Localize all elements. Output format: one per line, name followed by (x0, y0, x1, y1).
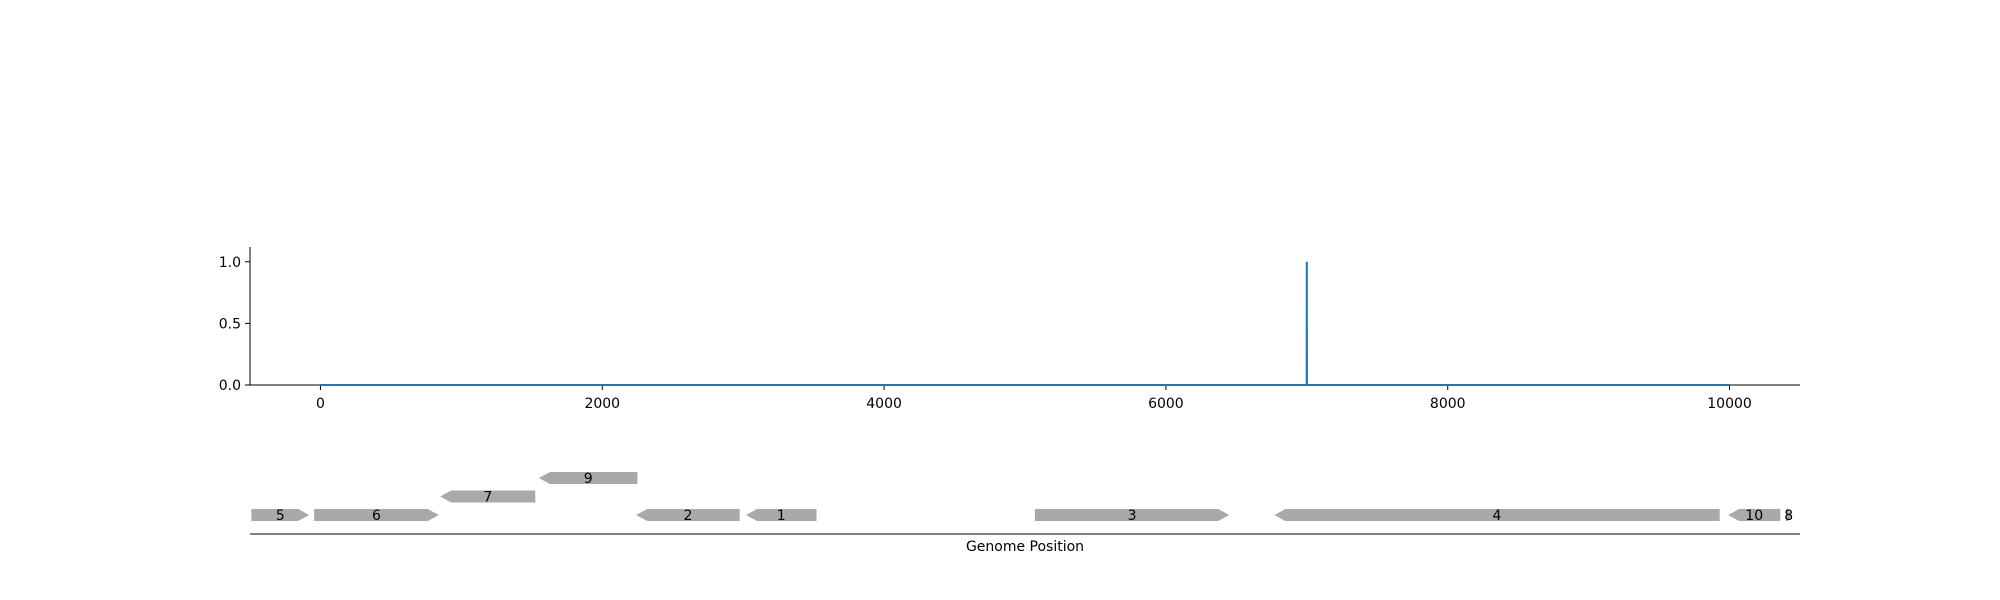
gene-label: 7 (483, 490, 492, 506)
gene-label: 9 (584, 471, 593, 487)
gene-feature: 10 (1728, 508, 1781, 524)
gene-feature: 9 (538, 471, 638, 487)
x-tick-label: 0 (316, 396, 325, 412)
x-tick-label: 4000 (866, 396, 902, 412)
gene-arrow (636, 509, 740, 521)
gene-feature: 4 (1274, 508, 1720, 524)
gene-arrow (314, 509, 439, 521)
y-axis-ticks: 0.0 0.5 1.0 (219, 255, 250, 394)
x-axis-ticks: 0 2000 4000 6000 8000 10000 (316, 385, 1752, 412)
gene-label: 1 (777, 508, 786, 524)
gene-arrow (1274, 509, 1720, 521)
gene-feature: 2 (636, 508, 740, 524)
coverage-series (320, 261, 1730, 386)
gene-feature: 5 (251, 508, 310, 524)
x-tick-label: 6000 (1148, 396, 1184, 412)
gene-arrow (746, 509, 817, 521)
gene-feature: 1 (746, 508, 817, 524)
gene-arrow (1785, 509, 1792, 521)
gene-feature: 3 (1034, 508, 1230, 524)
coverage-line (320, 261, 1730, 386)
gene-label: 6 (372, 508, 381, 524)
gene-arrow (1034, 509, 1230, 521)
gene-arrow (1728, 509, 1781, 521)
y-tick-label: 0.0 (219, 378, 241, 394)
y-tick-label: 1.0 (219, 255, 241, 271)
gene-features: 5 6 7 9 2 1 3 4 10 8 (251, 471, 1793, 524)
gene-feature: 6 (314, 508, 439, 524)
gene-label: 4 (1493, 508, 1502, 524)
gene-label: 2 (683, 508, 692, 524)
gene-arrow (251, 509, 310, 521)
y-tick-label: 0.5 (219, 316, 241, 332)
gene-label: 5 (276, 508, 285, 524)
gene-label: 10 (1745, 508, 1763, 524)
gene-arrow (538, 472, 638, 484)
x-tick-label: 8000 (1430, 396, 1466, 412)
x-tick-label: 2000 (584, 396, 620, 412)
gene-arrow (440, 490, 536, 503)
gene-label: 8 (1784, 508, 1793, 524)
gene-track: 5 6 7 9 2 1 3 4 10 8 Genome Position (250, 471, 1800, 555)
x-tick-label: 10000 (1707, 396, 1752, 412)
x-axis-label: Genome Position (966, 539, 1084, 555)
coverage-plot: 0.0 0.5 1.0 0 2000 4000 6000 8000 10000 (219, 247, 1800, 412)
gene-label: 3 (1128, 508, 1137, 524)
gene-feature: 7 (440, 490, 536, 506)
gene-feature: 8 (1784, 508, 1793, 524)
